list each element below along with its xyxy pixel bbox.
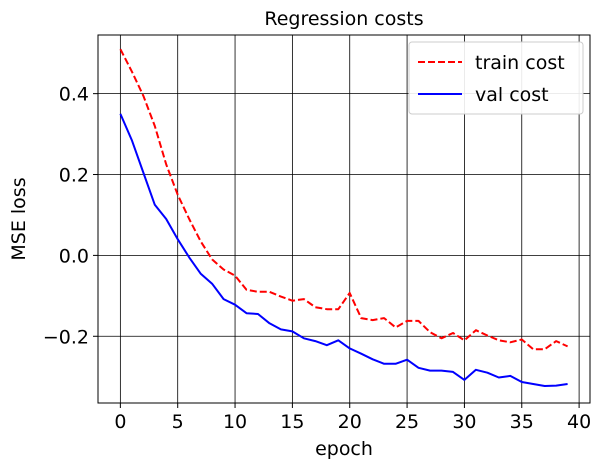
y-tick-label: 0.2: [59, 165, 89, 187]
x-tick-label: 40: [567, 411, 591, 433]
series-line-train-cost: [119, 48, 569, 351]
series-line-val-cost: [119, 113, 568, 387]
series-lines: [119, 48, 569, 387]
y-tick-label: 0.4: [59, 84, 89, 106]
x-tick-label: 5: [172, 411, 184, 433]
legend-box: [408, 41, 584, 115]
ticks: 0 5 10 15 20 25 30 35 40 −0.2 0.0 0.2 0.4: [43, 84, 591, 433]
x-tick-label: 25: [395, 411, 419, 433]
x-tick-label: 35: [510, 411, 534, 433]
legend-entry-label: train cost: [475, 52, 565, 74]
chart-title: Regression costs: [264, 8, 423, 30]
y-tick-label: −0.2: [43, 326, 89, 348]
legend-entry-label: val cost: [475, 84, 549, 106]
x-tick-label: 0: [114, 411, 126, 433]
x-axis-label: epoch: [315, 438, 373, 460]
y-tick-label: 0.0: [59, 245, 89, 267]
x-tick-label: 20: [338, 411, 362, 433]
plot-frame: [97, 34, 591, 404]
x-tick-label: 15: [280, 411, 304, 433]
y-axis-label: MSE loss: [8, 177, 30, 260]
legend: train cost val cost: [408, 41, 584, 115]
x-tick-label: 10: [223, 411, 247, 433]
x-tick-label: 30: [452, 411, 476, 433]
